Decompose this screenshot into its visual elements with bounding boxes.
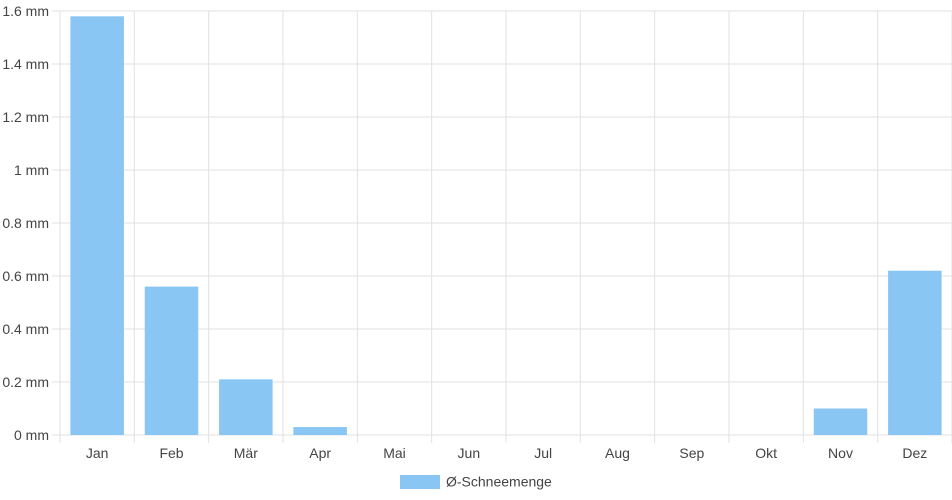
x-tick-label: Aug [605, 445, 630, 461]
x-tick-label: Mär [234, 445, 258, 461]
x-tick-label: Feb [159, 445, 183, 461]
y-tick-label: 1.2 mm [2, 109, 49, 125]
legend-swatch[interactable] [400, 475, 440, 489]
bar[interactable] [813, 408, 868, 436]
chart-bars [70, 16, 942, 436]
x-tick-label: Jan [86, 445, 109, 461]
bar[interactable] [144, 286, 199, 435]
bar[interactable] [219, 379, 273, 435]
y-tick-label: 0 mm [14, 427, 49, 443]
legend-label[interactable]: Ø-Schneemenge [446, 474, 552, 490]
x-tick-label: Mai [383, 445, 406, 461]
y-tick-label: 1.4 mm [2, 56, 49, 72]
x-tick-label: Jul [534, 445, 552, 461]
x-axis: Jan Feb Mär Apr Mai Jun Jul Aug Sep Okt Nov Dez [86, 445, 927, 461]
y-tick-label: 1.6 mm [2, 3, 49, 19]
x-tick-label: Dez [902, 445, 927, 461]
x-tick-label: Nov [828, 445, 853, 461]
chart-legend[interactable]: Ø-Schneemenge [400, 474, 552, 490]
y-tick-label: 0.6 mm [2, 268, 49, 284]
y-axis: 0 mm 0.2 mm 0.4 mm 0.6 mm 0.8 mm 1 mm 1.2 mm 1.… [2, 3, 49, 443]
y-tick-label: 0.2 mm [2, 374, 49, 390]
y-tick-label: 1 mm [14, 162, 49, 178]
y-tick-label: 0.8 mm [2, 215, 49, 231]
bar[interactable] [293, 427, 347, 435]
bar[interactable] [888, 270, 942, 435]
chart-grid [52, 10, 952, 443]
x-tick-label: Apr [309, 445, 331, 461]
bar[interactable] [70, 16, 124, 436]
x-tick-label: Jun [458, 445, 481, 461]
x-tick-label: Okt [755, 445, 777, 461]
y-tick-label: 0.4 mm [2, 321, 49, 337]
x-tick-label: Sep [679, 445, 704, 461]
